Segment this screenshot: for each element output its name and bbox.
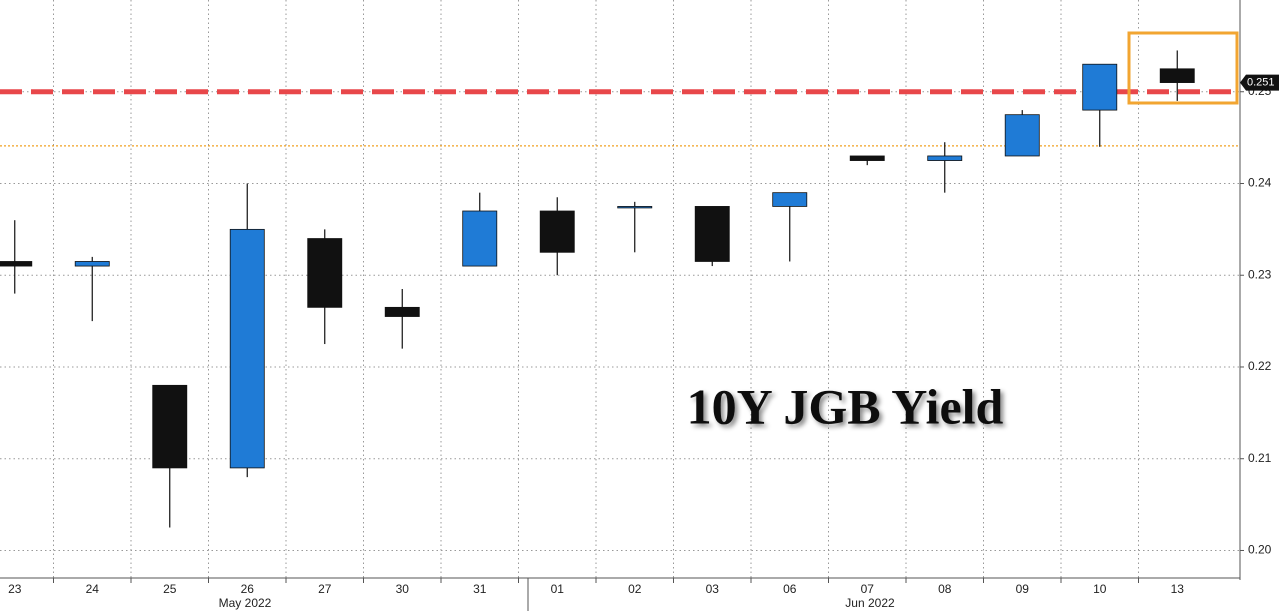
candle-body <box>1082 63 1118 111</box>
x-tick-label: 31 <box>473 582 487 596</box>
x-tick-label: 08 <box>938 582 952 596</box>
marks <box>0 50 1240 528</box>
candle-body <box>462 210 498 267</box>
candle-body <box>1004 114 1040 157</box>
candle-body <box>0 261 33 267</box>
grid <box>0 0 1240 578</box>
candle-body <box>152 384 188 469</box>
candle-body <box>384 306 420 317</box>
last-value-box <box>1240 74 1279 91</box>
x-tick-label: 09 <box>1016 582 1030 596</box>
month-label: Jun 2022 <box>845 596 895 610</box>
highlight-box <box>1127 31 1239 105</box>
last-value-label: 0.251 <box>1247 76 1275 88</box>
candle-body <box>772 192 808 207</box>
x-tick-label: 13 <box>1171 582 1185 596</box>
x-tick-label: 06 <box>783 582 797 596</box>
y-tick-label: 0.20 <box>1248 543 1272 557</box>
x-tick-label: 26 <box>241 582 255 596</box>
y-tick-label: 0.21 <box>1248 451 1272 465</box>
candle-body <box>307 238 343 308</box>
x-tick-label: 02 <box>628 582 642 596</box>
x-tick-label: 27 <box>318 582 332 596</box>
x-tick-label: 25 <box>163 582 177 596</box>
candle-body <box>1159 68 1195 83</box>
y-tick-label: 0.22 <box>1248 359 1272 373</box>
candle-body <box>849 155 885 161</box>
candle-body <box>694 206 730 262</box>
x-tick-label: 03 <box>706 582 720 596</box>
x-tick-label: 23 <box>8 582 22 596</box>
month-label: May 2022 <box>219 596 272 610</box>
candle-body <box>927 155 963 161</box>
candle-body <box>539 210 575 253</box>
x-tick-label: 07 <box>861 582 875 596</box>
x-tick-label: 10 <box>1093 582 1107 596</box>
x-tick-label: 01 <box>551 582 565 596</box>
y-tick-label: 0.23 <box>1248 267 1272 281</box>
y-tick-label: 0.24 <box>1248 176 1272 190</box>
candle-body <box>229 228 265 469</box>
x-tick-label: 24 <box>86 582 100 596</box>
chart-title: 10Y JGB Yield <box>687 378 1004 434</box>
candle-body <box>617 206 653 209</box>
candle-body <box>74 261 110 267</box>
x-tick-label: 30 <box>396 582 410 596</box>
